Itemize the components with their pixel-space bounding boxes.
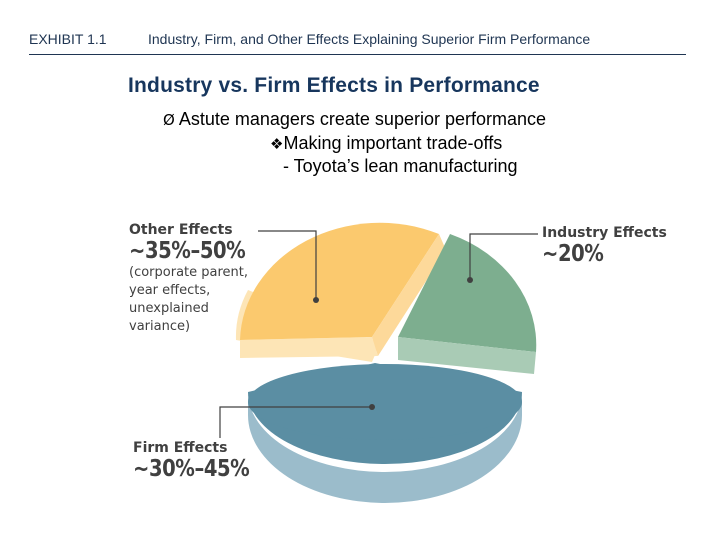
legend-name-industry: Industry Effects (542, 225, 667, 241)
leader-line-industry (469, 233, 538, 280)
leader-line-other (258, 230, 317, 300)
label-other-effects: Other Effects ~35%–50% (corporate parent… (129, 222, 266, 336)
pie-slice-firm-side (248, 392, 522, 503)
leader-lines (219, 230, 538, 438)
pie-slice-industry-rim (398, 337, 536, 374)
leader-line-firm (219, 406, 372, 438)
exhibit-title: Industry, Firm, and Other Effects Explai… (148, 31, 591, 47)
legend-name-other: Other Effects (129, 222, 233, 238)
bullet-level-2: ❖Making important trade-offs (270, 133, 502, 154)
bullet-text: - Toyota’s lean manufacturing (283, 156, 518, 176)
slide-title: Industry vs. Firm Effects in Performance (128, 74, 540, 97)
exhibit-label: EXHIBIT 1.1 (29, 31, 107, 47)
annotation-other: (corporate parent, year effects, unexpla… (129, 265, 249, 334)
bullet-level-3: - Toyota’s lean manufacturing (283, 156, 517, 177)
label-firm-effects: Firm Effects ~30%–45% (133, 440, 270, 482)
header-divider (29, 54, 686, 55)
arrow-bullet-icon: Ø (163, 111, 175, 129)
pie-slice-other-effects (240, 222, 439, 340)
data-label-industry: ~20% (542, 241, 604, 267)
bullet-level-1: Ø Astute managers create superior perfor… (163, 109, 546, 130)
leader-dot-firm (369, 404, 375, 410)
bullet-text: Making important trade-offs (283, 133, 503, 153)
pie-slice-other-edge (372, 234, 446, 356)
diamond-bullet-icon: ❖ (270, 135, 284, 153)
legend-name-firm: Firm Effects (133, 440, 228, 456)
data-label-other: ~35%–50% (129, 238, 246, 264)
leader-dot-other (313, 297, 319, 303)
label-industry-effects: Industry Effects ~20% (542, 225, 667, 267)
data-label-firm: ~30%–45% (133, 456, 250, 482)
bullet-text: Astute managers create superior performa… (178, 109, 547, 129)
leader-dot-industry (467, 277, 473, 283)
pie-slice-industry-effects (398, 234, 537, 352)
pie-slice-firm-top (248, 364, 522, 440)
pie-slice-other-rim (240, 337, 378, 358)
